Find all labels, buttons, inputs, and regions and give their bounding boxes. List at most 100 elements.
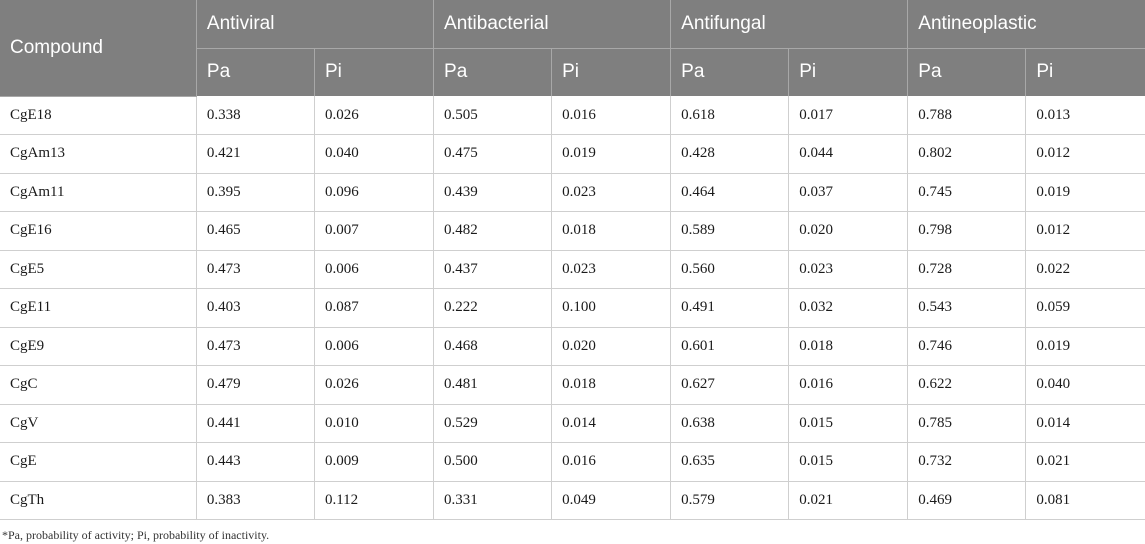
- compound-cell: CgE18: [0, 96, 197, 135]
- pi-value-cell: 0.040: [313, 134, 434, 174]
- pi-value-cell: 0.059: [1025, 288, 1145, 328]
- pi-value-cell: 0.016: [788, 365, 908, 405]
- pa-value-cell: 0.469: [907, 481, 1026, 520]
- pa-value-cell: 0.443: [195, 442, 315, 482]
- pi-value-cell: 0.016: [551, 442, 671, 482]
- table-footnote: *Pa, probability of activity; Pi, probab…: [2, 528, 270, 542]
- pa-value-cell: 0.745: [907, 173, 1026, 212]
- pa-value-cell: 0.395: [195, 173, 315, 212]
- activity-prediction-table: Compound Antiviral Antibacterial Antifun…: [0, 0, 1145, 520]
- pa-value-cell: 0.802: [907, 134, 1026, 174]
- pi-value-cell: 0.087: [313, 288, 434, 328]
- subheader-pa: Pa: [433, 48, 552, 96]
- pa-value-cell: 0.798: [907, 211, 1026, 251]
- pi-value-cell: 0.037: [788, 173, 908, 212]
- pi-value-cell: 0.040: [1025, 365, 1145, 405]
- table-row: CgC 0.479 0.026 0.481 0.018 0.627 0.016 0.622 0.…: [0, 365, 1145, 405]
- pi-value-cell: 0.019: [1025, 327, 1145, 366]
- pa-value-cell: 0.465: [195, 211, 315, 251]
- pa-value-cell: 0.491: [670, 288, 789, 328]
- pa-value-cell: 0.529: [433, 404, 552, 443]
- compound-cell: CgTh: [0, 481, 197, 520]
- pa-value-cell: 0.500: [433, 442, 552, 482]
- header-group-antifungal: Antifungal: [670, 0, 908, 49]
- subheader-pi: Pi: [1025, 48, 1145, 96]
- pi-value-cell: 0.009: [313, 442, 434, 482]
- pa-value-cell: 0.464: [670, 173, 789, 212]
- table-row: CgE5 0.473 0.006 0.437 0.023 0.560 0.023 0.728 0…: [0, 250, 1145, 289]
- table-row: CgAm13 0.421 0.040 0.475 0.019 0.428 0.044 0.80…: [0, 134, 1145, 174]
- pa-value-cell: 0.468: [433, 327, 552, 366]
- compound-cell: CgE5: [0, 250, 197, 289]
- pa-value-cell: 0.441: [195, 404, 315, 443]
- table-row: CgAm11 0.395 0.096 0.439 0.023 0.464 0.037 0.74…: [0, 173, 1145, 212]
- pa-value-cell: 0.222: [433, 288, 552, 328]
- table-row: CgE11 0.403 0.087 0.222 0.100 0.491 0.032 0.543…: [0, 288, 1145, 328]
- pa-value-cell: 0.579: [670, 481, 789, 520]
- compound-cell: CgE9: [0, 327, 197, 366]
- compound-cell: CgC: [0, 365, 197, 405]
- pi-value-cell: 0.019: [551, 134, 671, 174]
- compound-cell: CgAm11: [0, 173, 197, 212]
- pa-value-cell: 0.383: [195, 481, 315, 520]
- pi-value-cell: 0.015: [788, 404, 908, 443]
- compound-cell: CgE11: [0, 288, 197, 328]
- subheader-pi: Pi: [551, 48, 671, 96]
- pa-value-cell: 0.618: [670, 96, 789, 135]
- pa-value-cell: 0.785: [907, 404, 1026, 443]
- header-group-antineoplastic: Antineoplastic: [907, 0, 1145, 49]
- pi-value-cell: 0.049: [551, 481, 671, 520]
- pi-value-cell: 0.010: [313, 404, 434, 443]
- pi-value-cell: 0.012: [1025, 211, 1145, 251]
- pi-value-cell: 0.023: [788, 250, 908, 289]
- pa-value-cell: 0.638: [670, 404, 789, 443]
- table-row: CgE 0.443 0.009 0.500 0.016 0.635 0.015 0.732 0.…: [0, 442, 1145, 482]
- pi-value-cell: 0.016: [551, 96, 671, 135]
- pi-value-cell: 0.006: [313, 327, 434, 366]
- pa-value-cell: 0.481: [433, 365, 552, 405]
- pa-value-cell: 0.331: [433, 481, 552, 520]
- pi-value-cell: 0.021: [1025, 442, 1145, 482]
- pi-value-cell: 0.018: [551, 211, 671, 251]
- table-row: CgE16 0.465 0.007 0.482 0.018 0.589 0.020 0.798…: [0, 211, 1145, 251]
- pa-value-cell: 0.589: [670, 211, 789, 251]
- pi-value-cell: 0.020: [551, 327, 671, 366]
- table-row: CgE18 0.338 0.026 0.505 0.016 0.618 0.017 0.788…: [0, 96, 1145, 135]
- pa-value-cell: 0.543: [907, 288, 1026, 328]
- table-row: CgE9 0.473 0.006 0.468 0.020 0.601 0.018 0.746 0…: [0, 327, 1145, 366]
- pi-value-cell: 0.015: [788, 442, 908, 482]
- pa-value-cell: 0.788: [907, 96, 1026, 135]
- pa-value-cell: 0.622: [907, 365, 1026, 405]
- pa-value-cell: 0.732: [907, 442, 1026, 482]
- pi-value-cell: 0.044: [788, 134, 908, 174]
- table-body: CgE18 0.338 0.026 0.505 0.016 0.618 0.017 0.788…: [0, 96, 1145, 520]
- pi-value-cell: 0.007: [313, 211, 434, 251]
- pa-value-cell: 0.746: [907, 327, 1026, 366]
- pi-value-cell: 0.020: [788, 211, 908, 251]
- header-group-antiviral: Antiviral: [195, 0, 434, 49]
- header-compound: Compound: [0, 0, 197, 97]
- pi-value-cell: 0.017: [788, 96, 908, 135]
- subheader-pa: Pa: [670, 48, 789, 96]
- pa-value-cell: 0.473: [195, 327, 315, 366]
- subheader-pi: Pi: [313, 48, 434, 96]
- pa-value-cell: 0.439: [433, 173, 552, 212]
- pi-value-cell: 0.032: [788, 288, 908, 328]
- table-header: Compound Antiviral Antibacterial Antifun…: [0, 0, 1145, 97]
- pa-value-cell: 0.635: [670, 442, 789, 482]
- header-row-groups: Compound Antiviral Antibacterial Antifun…: [0, 0, 1145, 97]
- pa-value-cell: 0.437: [433, 250, 552, 289]
- pi-value-cell: 0.100: [551, 288, 671, 328]
- pi-value-cell: 0.019: [1025, 173, 1145, 212]
- pa-value-cell: 0.505: [433, 96, 552, 135]
- pa-value-cell: 0.421: [195, 134, 315, 174]
- compound-cell: CgV: [0, 404, 197, 443]
- pi-value-cell: 0.023: [551, 250, 671, 289]
- pi-value-cell: 0.018: [551, 365, 671, 405]
- pa-value-cell: 0.479: [195, 365, 315, 405]
- pi-value-cell: 0.018: [788, 327, 908, 366]
- table-row: CgV 0.441 0.010 0.529 0.014 0.638 0.015 0.785 0.…: [0, 404, 1145, 443]
- pi-value-cell: 0.012: [1025, 134, 1145, 174]
- pi-value-cell: 0.081: [1025, 481, 1145, 520]
- pa-value-cell: 0.338: [195, 96, 315, 135]
